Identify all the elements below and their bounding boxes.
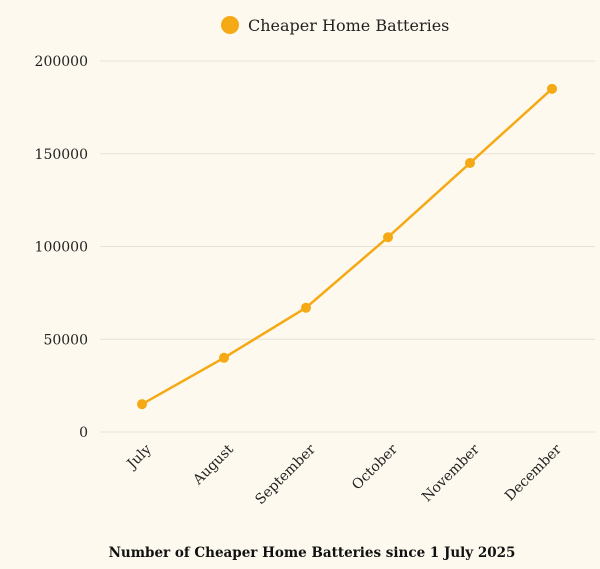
data-point [219, 352, 229, 363]
data-point [383, 232, 393, 243]
gridlines [100, 60, 595, 433]
x-tick-label: October [349, 441, 401, 493]
chart-title: Number of Cheaper Home Batteries since 1… [109, 545, 516, 561]
legend: Cheaper Home Batteries [221, 16, 449, 35]
x-tick-label: August [190, 441, 238, 489]
series-line [141, 87, 553, 406]
y-tick-label: 50000 [43, 332, 88, 348]
x-tick-label: July [123, 441, 155, 473]
x-tick-label: September [252, 441, 319, 508]
x-tick-label: November [419, 441, 483, 505]
x-tick-label: December [502, 441, 565, 504]
y-tick-label: 100000 [35, 240, 88, 256]
series [137, 83, 557, 410]
y-tick-label: 0 [79, 425, 88, 441]
data-point [465, 158, 475, 169]
data-point [547, 83, 557, 94]
data-point [301, 302, 311, 313]
y-axis-ticks: 0 50000 100000 150000 200000 [35, 54, 88, 441]
legend-label: Cheaper Home Batteries [248, 16, 449, 35]
data-point [137, 399, 147, 410]
y-tick-label: 150000 [35, 147, 88, 163]
y-tick-label: 200000 [35, 54, 88, 70]
x-axis-ticks: July August September October November Decemb… [123, 441, 565, 508]
legend-marker [221, 16, 239, 34]
